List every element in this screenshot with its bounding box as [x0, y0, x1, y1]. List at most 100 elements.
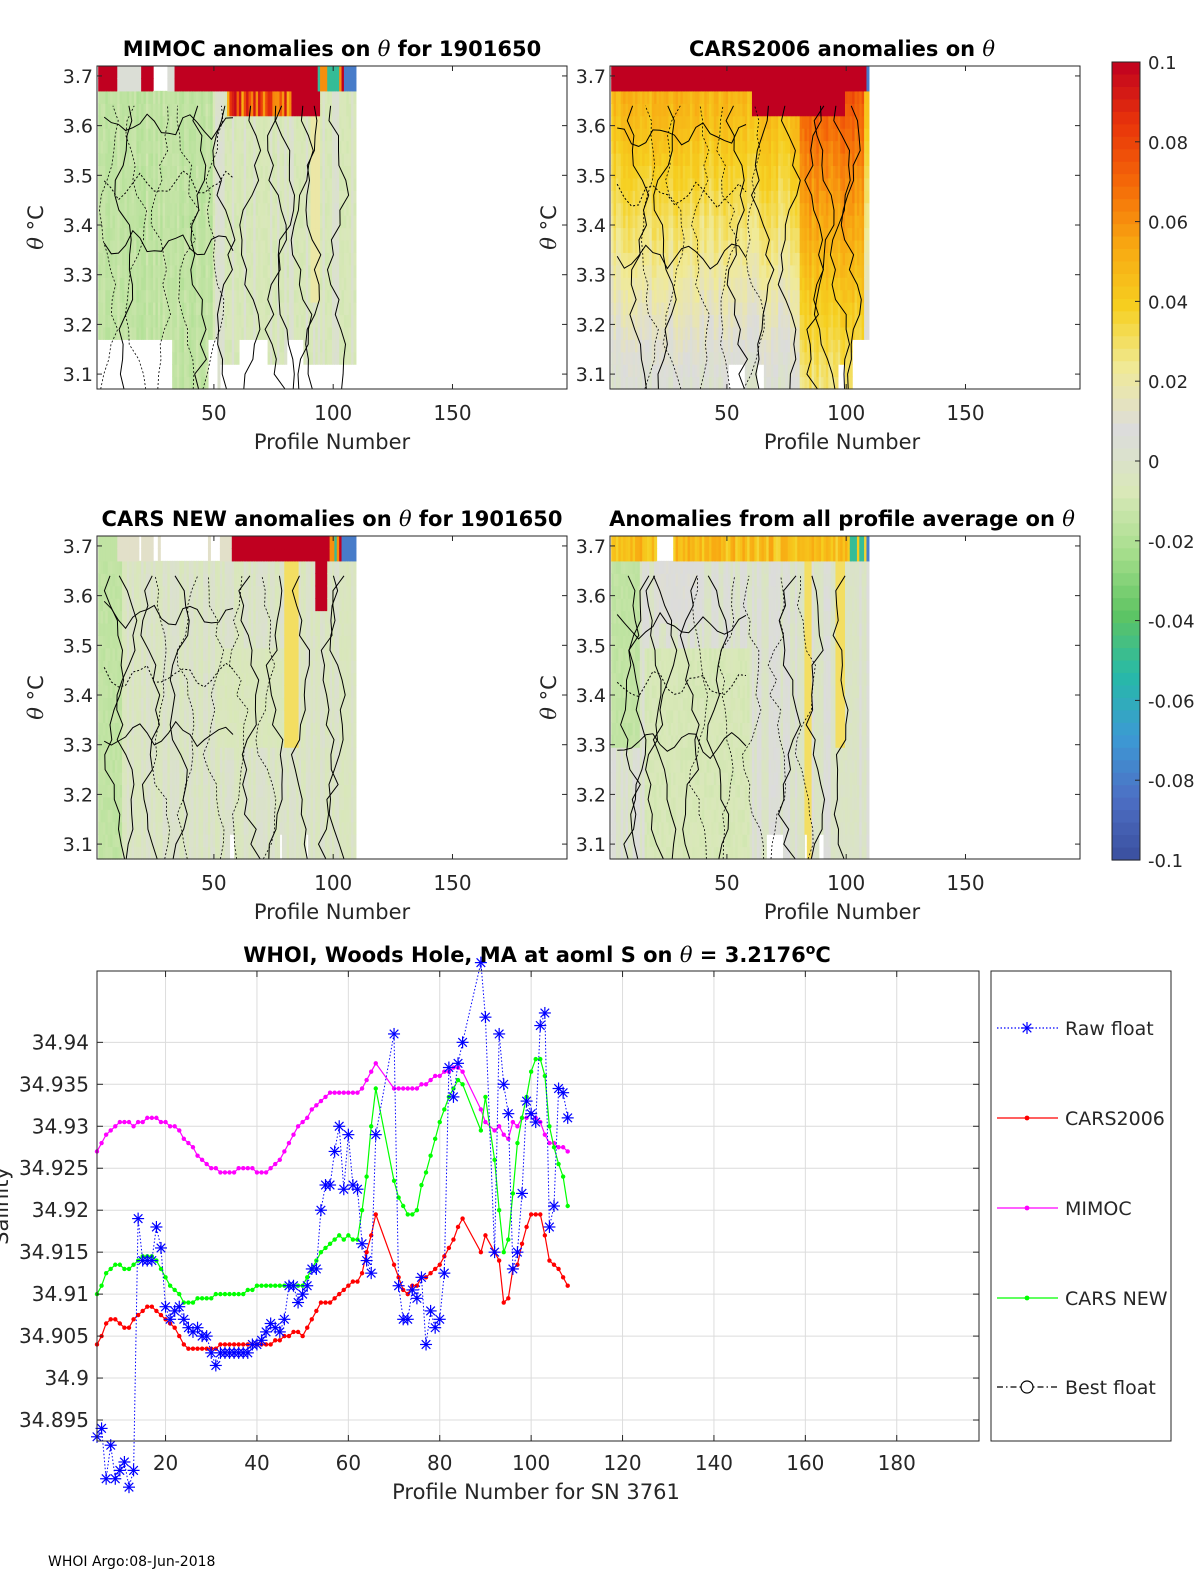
heatmap-cell — [312, 277, 316, 291]
heatmap-cell — [210, 140, 214, 154]
heatmap-cell — [821, 103, 825, 117]
heatmap-cell — [699, 314, 703, 328]
heatmap-cell — [804, 314, 808, 328]
heatmap-cell — [160, 152, 164, 166]
heatmap-cell — [298, 165, 302, 179]
heatmap-cell — [773, 376, 777, 390]
heatmap-cell — [642, 227, 646, 241]
heatmap-cell — [265, 239, 269, 253]
heatmap-cell — [775, 152, 779, 166]
heatmap-cell — [828, 103, 832, 117]
heatmap-cell — [117, 140, 121, 154]
heatmap-cell — [749, 314, 753, 328]
heatmap-cell — [780, 239, 784, 253]
heatmap-cell — [212, 227, 216, 241]
heatmap-cell — [651, 227, 655, 241]
heatmap-cell — [348, 202, 352, 216]
heatmap-cell — [646, 140, 650, 154]
heatmap-cell — [823, 152, 827, 166]
heatmap-cell — [143, 128, 147, 142]
heatmap-cell — [799, 128, 803, 142]
heatmap-cell — [339, 264, 343, 278]
heatmap-cell — [761, 252, 765, 266]
heatmap-cell — [816, 314, 820, 328]
heatmap-cell — [670, 152, 674, 166]
heatmap-cell — [632, 177, 636, 191]
heatmap-cell — [215, 152, 219, 166]
heatmap-cell — [687, 289, 691, 303]
heatmap-cell — [639, 264, 643, 278]
heatmap-cell — [310, 239, 314, 253]
heatmap-cell — [816, 302, 820, 316]
heatmap-cell — [830, 364, 834, 378]
heatmap-cell — [107, 326, 111, 340]
heatmap-cell — [644, 190, 648, 204]
heatmap-cell — [274, 152, 278, 166]
heatmap-cell — [737, 103, 741, 117]
heatmap-cell — [262, 165, 266, 179]
heatmap-cell — [689, 277, 693, 291]
heatmap-cell — [646, 128, 650, 142]
heatmap-cell — [188, 152, 192, 166]
y-axis-symbol: θ — [24, 237, 48, 250]
heatmap-cell — [196, 339, 199, 353]
heatmap-cell — [615, 202, 619, 216]
heatmap-cell — [260, 152, 264, 166]
heatmap-cell — [122, 103, 126, 117]
heatmap-cell — [284, 252, 288, 266]
heatmap-cell — [332, 277, 335, 291]
heatmap-cell — [813, 177, 817, 191]
heatmap-cell — [773, 364, 777, 378]
heatmap-cell — [620, 277, 624, 291]
heatmap-cell — [713, 128, 717, 142]
heatmap-cell — [181, 202, 185, 216]
heatmap-cell — [133, 239, 137, 253]
heatmap-cell — [828, 376, 832, 390]
heatmap-cell — [620, 351, 624, 365]
heatmap-cell — [305, 128, 309, 142]
heatmap-cell — [198, 165, 202, 179]
heatmap-cell — [630, 90, 634, 104]
heatmap-cell — [627, 314, 631, 328]
heatmap-cell — [274, 215, 278, 229]
heatmap-cell — [766, 78, 770, 92]
heatmap-cell — [169, 177, 173, 191]
heatmap-cell — [723, 326, 727, 340]
heatmap-cell — [98, 302, 102, 316]
heatmap-cell — [632, 103, 636, 117]
heatmap-cell — [122, 264, 126, 278]
heatmap-cell — [751, 252, 755, 266]
heatmap-cell — [231, 239, 235, 253]
heatmap-cell — [279, 115, 283, 129]
heatmap-cell — [129, 277, 133, 291]
heatmap-cell — [141, 227, 145, 241]
heatmap-cell — [778, 376, 782, 390]
heatmap-cell — [799, 252, 803, 266]
heatmap-cell — [627, 190, 631, 204]
heatmap-cell — [119, 289, 123, 303]
heatmap-cell — [253, 66, 257, 80]
heatmap-cell — [138, 289, 142, 303]
heatmap-cell — [694, 351, 698, 365]
heatmap-cell — [635, 115, 639, 129]
heatmap-cell — [107, 289, 111, 303]
heatmap-cell — [833, 190, 837, 204]
heatmap-cell — [207, 314, 211, 328]
heatmap-cell — [701, 152, 705, 166]
heatmap-cell — [136, 326, 140, 340]
heatmap-cell — [692, 326, 696, 340]
heatmap-cell — [723, 90, 727, 104]
heatmap-cell — [697, 376, 701, 390]
heatmap-cell — [353, 239, 357, 253]
heatmap-cell — [327, 103, 331, 117]
heatmap-cell — [174, 326, 178, 340]
heatmap-cell — [735, 215, 739, 229]
heatmap-cell — [673, 314, 677, 328]
heatmap-cell — [243, 264, 247, 278]
heatmap-cell — [279, 78, 283, 92]
heatmap-cell — [133, 152, 137, 166]
heatmap-cell — [835, 314, 839, 328]
heatmap-cell — [806, 215, 810, 229]
heatmap-cell — [830, 78, 834, 92]
heatmap-cell — [732, 289, 736, 303]
